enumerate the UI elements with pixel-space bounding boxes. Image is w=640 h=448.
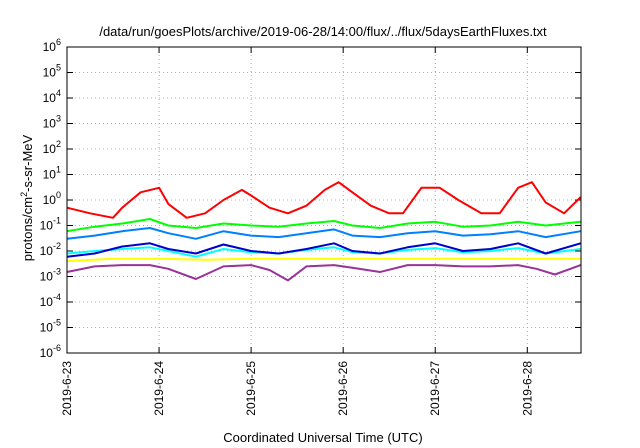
y-tick-label: 106 xyxy=(43,37,61,54)
x-axis-label: Coordinated Universal Time (UTC) xyxy=(223,430,422,445)
series-line-5 xyxy=(66,257,581,263)
series-line-6 xyxy=(66,264,582,282)
y-tick-label: 100 xyxy=(43,190,61,207)
series-line-2 xyxy=(66,227,581,240)
y-tick-label: 10-6 xyxy=(40,343,61,360)
y-axis-label: protons/cm2-s-sr-MeV xyxy=(19,134,35,261)
x-tick-label: 2019-6-27 xyxy=(428,361,442,416)
y-tick-label: 10-2 xyxy=(40,241,61,258)
series-line-0 xyxy=(66,181,582,219)
x-tick-label: 2019-6-25 xyxy=(244,361,258,416)
series-line-1 xyxy=(66,218,581,233)
series-line-4 xyxy=(66,242,581,258)
y-tick-label: 103 xyxy=(43,114,61,131)
y-tick-label: 10-4 xyxy=(40,292,61,309)
y-axis-label-pre: protons/cm xyxy=(20,197,35,261)
x-tick-label: 2019-6-26 xyxy=(336,361,350,416)
chart-title: /data/run/goesPlots/archive/2019-06-28/1… xyxy=(99,24,547,39)
x-tick-label: 2019-6-24 xyxy=(152,361,166,416)
x-tick-label: 2019-6-28 xyxy=(520,361,534,416)
y-axis-label-sup: 2 xyxy=(19,192,29,197)
y-tick-label: 102 xyxy=(43,139,61,156)
y-tick-label: 10-1 xyxy=(40,216,61,233)
y-tick-label: 104 xyxy=(43,88,61,105)
y-axis-label-post: -s-sr-MeV xyxy=(20,134,35,191)
plot-frame xyxy=(66,46,582,354)
y-tick-label: 105 xyxy=(43,63,61,80)
y-tick-labels: 10-6 10-5 10-4 10-3 10-2 10-1 100 101 102 103 104 1… xyxy=(40,37,61,360)
y-tick-label: 101 xyxy=(43,165,61,182)
x-tick-labels: 2019-6-23 2019-6-24 2019-6-25 2019-6-26 2019… xyxy=(60,361,534,416)
y-tick-label: 10-5 xyxy=(40,318,61,335)
y-tick-label: 10-3 xyxy=(40,267,61,284)
series-line-3 xyxy=(66,246,581,258)
series-lines xyxy=(66,181,582,282)
grid xyxy=(66,46,581,354)
x-tick-label: 2019-6-23 xyxy=(60,361,74,416)
